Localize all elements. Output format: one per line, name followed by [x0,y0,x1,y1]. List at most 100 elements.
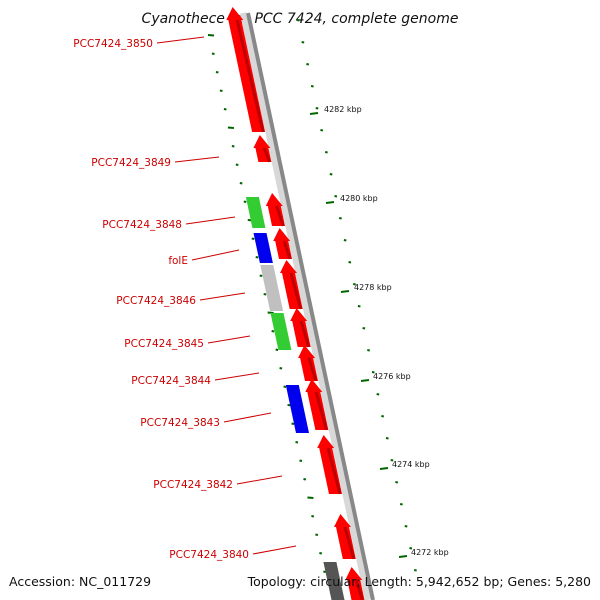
tick-mark [299,459,303,462]
tick-mark [323,570,327,573]
tick-mark [307,496,314,499]
tick-mark [409,547,413,550]
gene-label-pcc7424-3846[interactable]: PCC7424_3846 [116,295,196,307]
gene-pcc7424-3844 [298,345,318,381]
tick-mark [296,19,300,22]
gene-pcc7424-3839-rev [323,562,345,600]
tick-mark [283,385,287,388]
tick-mark [263,293,267,296]
tick-mark [255,256,259,259]
tick-mark [319,552,323,555]
tick-mark [251,237,255,240]
gene-shade [235,19,265,133]
tick-mark [343,239,347,242]
leader-line [252,545,297,555]
gene-shade [299,320,311,348]
leader-line [199,292,246,301]
leader-line [214,372,260,381]
tick-mark [279,367,283,370]
tick-mark [395,481,399,484]
tick-mark [295,441,299,444]
tick-mark [303,478,307,481]
tick-mark [315,533,319,536]
gene-labels: PCC7424_3850 PCC7424_3849 PCC7424_3848 f… [73,38,249,561]
gene-label-pcc7424-3848[interactable]: PCC7424_3848 [102,219,182,231]
gene-label-pcc7424-3850[interactable]: PCC7424_3850 [73,38,153,50]
gene-pcc7424-3843-fwd [305,379,329,430]
gene-shade [314,391,328,431]
tick-mark [239,182,243,185]
major-tick [309,112,319,115]
gene-shade [262,147,271,163]
tick-mark [413,569,417,572]
tick-mark [207,34,215,37]
tick-mark [223,108,227,111]
tick-mark [267,311,274,314]
major-tick [340,290,350,293]
accession-text: Accession: NC_011729 [9,574,151,589]
tick-mark [353,283,356,286]
gene-label-pcc7424-3845[interactable]: PCC7424_3845 [124,338,204,350]
gene-pcc7424-3850 [226,7,266,132]
tick-mark [362,327,366,330]
tick-mark [215,71,219,74]
gene-shade [343,526,356,560]
tick-marks-outer [296,19,417,572]
genome-axis [240,12,375,600]
position-labels: 4282 kbp 4280 kbp 4278 kbp 4276 kbp 4274… [324,105,449,557]
gene-fole-fwd [273,228,292,259]
gene-label-pcc7424-3844[interactable]: PCC7424_3844 [131,375,211,387]
gene-shade [354,579,364,600]
tick-mark [385,437,389,440]
major-tick [379,467,389,470]
tick-mark [235,163,239,166]
gene-track [226,7,365,600]
tick-mark [315,107,319,110]
leader-line [185,216,236,225]
leader-line [156,36,205,44]
tick-mark [329,173,333,176]
major-tick [398,555,408,558]
tick-mark [243,200,247,203]
tick-mark [381,415,385,418]
label-leaders [156,36,297,555]
leader-line [174,156,220,163]
gene-shade [282,240,292,260]
gene-label-pcc7424-3842[interactable]: PCC7424_3842 [153,479,233,491]
gene-pcc7424-3840 [334,514,356,559]
tick-mark [404,525,408,528]
gene-shade [289,272,303,310]
leader-line [191,249,240,261]
map-title: Cyanothece sp. PCC 7424, complete genome [142,11,459,27]
gene-pcc7424-3843 [285,385,309,433]
tick-mark [334,195,338,198]
gene-label-pcc7424-3840[interactable]: PCC7424_3840 [169,549,249,561]
tick-mark [320,129,324,132]
gene-shade [326,447,342,495]
gene-pcc7424-3846 [260,265,284,311]
kbp-label-4278: 4278 kbp [354,283,392,292]
major-tick [325,201,335,204]
tick-mark [275,348,279,351]
gene-label-pcc7424-3843[interactable]: PCC7424_3843 [140,417,220,429]
tick-mark [348,261,352,264]
gene-pcc7424-3846-fwd [280,260,303,309]
tick-mark [211,52,215,55]
tick-mark [271,330,275,333]
gene-label-pcc7424-3849[interactable]: PCC7424_3849 [91,157,171,169]
tick-mark [231,145,235,148]
tick-mark [219,89,223,92]
kbp-label-4276: 4276 kbp [373,372,411,381]
tick-mark [357,305,361,308]
gene-shade [307,357,318,382]
gene-label-fole[interactable]: folE [168,255,188,267]
tick-mark [291,422,295,425]
tick-mark [311,515,315,518]
gene-pcc7424-3845-fwd [290,308,311,347]
tick-mark [301,41,305,44]
gene-pcc7424-3848-fwd [265,193,285,226]
leader-line [207,335,251,344]
tick-mark [227,126,234,129]
kbp-label-4280: 4280 kbp [340,194,378,203]
kbp-label-4282: 4282 kbp [324,105,362,114]
